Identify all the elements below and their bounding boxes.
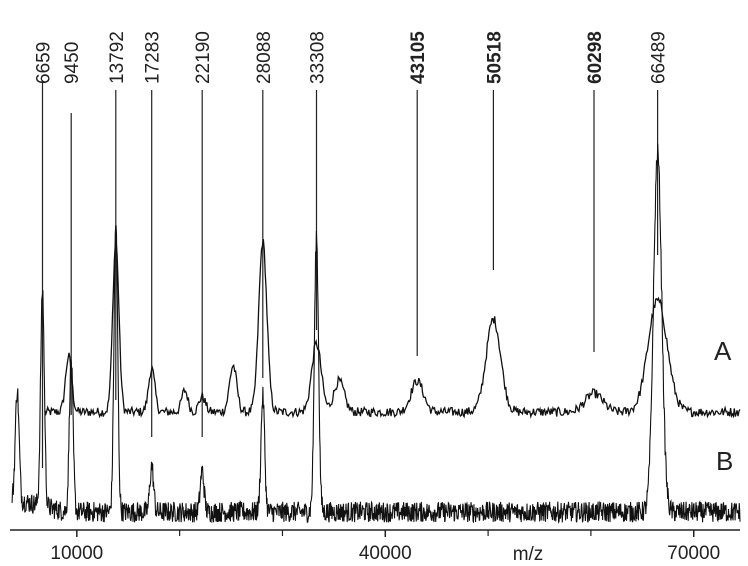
peak-label-60298: 60298: [585, 31, 606, 84]
peak-label-43105: 43105: [408, 31, 429, 84]
peak-label-13792: 13792: [107, 31, 128, 84]
trace-a-label: A: [714, 336, 732, 366]
trace-b-line: [11, 143, 741, 525]
peak-marker-lines: [41, 80, 659, 468]
peak-label-9450: 9450: [62, 42, 83, 84]
trace-labels: AB: [714, 336, 733, 476]
x-axis: 10000 40000 70000 m/z: [10, 529, 740, 565]
trace-a-line: [44, 239, 741, 419]
peak-label-50518: 50518: [484, 31, 505, 84]
x-tick-label-70000: 70000: [667, 543, 720, 564]
x-axis-title: m/z: [513, 544, 544, 565]
peak-label-6659: 6659: [34, 42, 55, 84]
peak-label-17283: 17283: [143, 31, 164, 84]
x-tick-label-40000: 40000: [359, 543, 412, 564]
spectrum-traces: [11, 143, 741, 525]
trace-b-label: B: [716, 446, 733, 476]
peak-label-66489: 66489: [649, 31, 670, 84]
x-tick-label-10000: 10000: [50, 543, 103, 564]
peak-label-22190: 22190: [193, 31, 214, 84]
peak-marker-labels: 6659 9450 13792 17283 22190 28088 33308 43105 50…: [34, 31, 670, 84]
peak-label-33308: 33308: [308, 31, 329, 84]
peak-label-28088: 28088: [254, 31, 275, 84]
